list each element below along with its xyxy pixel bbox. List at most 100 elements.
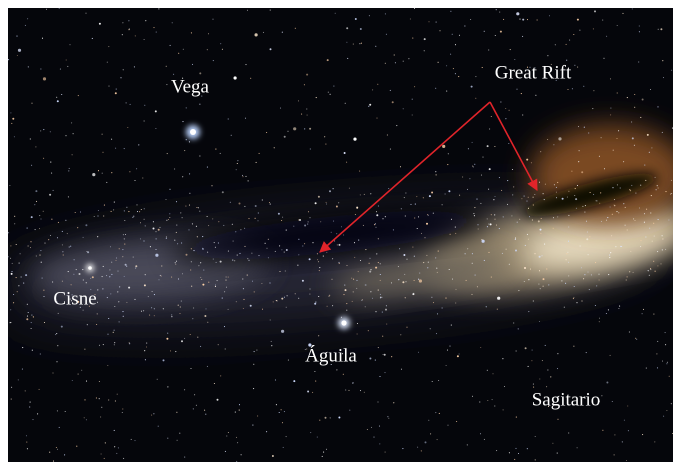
- star: [269, 9, 271, 11]
- star: [519, 18, 521, 20]
- star: [155, 238, 157, 240]
- star: [531, 360, 533, 362]
- star: [343, 152, 346, 154]
- star: [400, 368, 403, 370]
- star: [108, 317, 110, 320]
- star: [325, 448, 328, 450]
- star: [588, 132, 590, 134]
- star: [435, 257, 437, 259]
- star: [134, 298, 136, 300]
- star: [283, 251, 285, 253]
- star: [271, 345, 273, 347]
- star: [8, 232, 10, 234]
- star: [35, 200, 38, 202]
- star: [117, 291, 119, 293]
- star: [574, 188, 576, 190]
- star: [609, 257, 611, 259]
- star: [479, 433, 482, 435]
- star: [503, 18, 505, 20]
- star: [384, 451, 386, 453]
- star: [606, 35, 608, 37]
- star: [643, 221, 645, 223]
- star: [608, 274, 610, 276]
- star: [432, 212, 434, 214]
- star: [575, 198, 578, 201]
- star: [248, 218, 250, 220]
- star: [521, 198, 523, 200]
- star: [180, 300, 182, 302]
- star: [581, 171, 584, 174]
- star: [527, 207, 530, 209]
- star: [60, 325, 63, 328]
- star: [200, 262, 202, 264]
- star: [332, 258, 334, 260]
- star: [600, 137, 602, 139]
- star: [190, 32, 192, 34]
- star: [585, 220, 588, 222]
- star: [522, 35, 524, 37]
- star: [379, 279, 381, 281]
- star: [134, 35, 136, 37]
- star: [277, 212, 280, 215]
- star: [384, 13, 386, 15]
- star: [334, 12, 336, 14]
- star: [88, 305, 90, 307]
- star: [204, 315, 207, 317]
- star: [329, 93, 331, 95]
- star: [238, 409, 240, 411]
- star: [226, 435, 228, 437]
- star-altair-core: [341, 320, 347, 326]
- star: [106, 61, 108, 63]
- star: [169, 44, 171, 46]
- star: [483, 259, 485, 261]
- star: [52, 189, 54, 191]
- star: [155, 231, 157, 233]
- star: [660, 28, 663, 31]
- star: [167, 332, 169, 334]
- star: [638, 207, 641, 209]
- star: [532, 196, 534, 198]
- star: [385, 33, 387, 35]
- star: [236, 254, 238, 256]
- star: [267, 238, 269, 240]
- star: [452, 68, 454, 70]
- star: [441, 307, 443, 309]
- star: [197, 336, 199, 338]
- star: [621, 441, 623, 443]
- star: [216, 280, 218, 282]
- star: [76, 445, 78, 447]
- star: [257, 212, 259, 214]
- star: [78, 273, 81, 275]
- star: [661, 249, 663, 251]
- star: [411, 114, 413, 116]
- star: [583, 278, 585, 280]
- star: [610, 252, 612, 254]
- star: [285, 436, 287, 438]
- star: [325, 201, 327, 203]
- star: [56, 96, 58, 98]
- star: [82, 309, 84, 311]
- star: [298, 254, 300, 256]
- star: [420, 450, 422, 452]
- star: [508, 263, 510, 265]
- star: [616, 24, 618, 27]
- star: [108, 46, 110, 48]
- star: [651, 147, 653, 149]
- star: [359, 194, 361, 196]
- star: [159, 274, 161, 276]
- star: [98, 22, 101, 25]
- star: [657, 28, 659, 30]
- star: [84, 399, 86, 401]
- star: [138, 144, 140, 146]
- star: [494, 34, 496, 37]
- star: [653, 235, 655, 237]
- star: [454, 44, 457, 46]
- star: [403, 254, 406, 256]
- star: [52, 281, 54, 283]
- star: [55, 446, 57, 449]
- star: [495, 224, 498, 226]
- star: [221, 297, 223, 299]
- star: [438, 412, 440, 414]
- star: [144, 104, 146, 106]
